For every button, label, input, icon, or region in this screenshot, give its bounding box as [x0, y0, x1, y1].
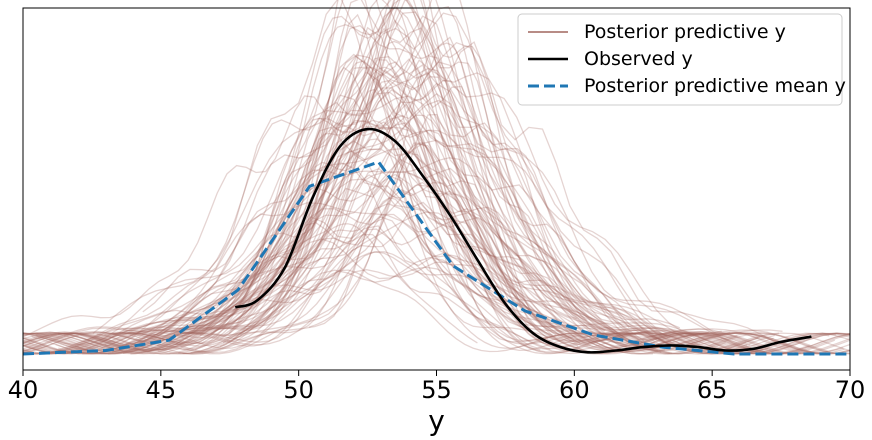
plot-area: [22, 0, 851, 371]
posterior-predictive-line: [22, 26, 851, 355]
posterior-predictive-line: [22, 261, 711, 354]
posterior-predictive-line: [22, 11, 783, 350]
posterior-predictive-line: [22, 95, 851, 355]
posterior-predictive-line: [180, 114, 624, 352]
posterior-predictive-line: [210, 197, 581, 344]
x-tick-label: 50: [283, 376, 314, 404]
posterior-predictive-line: [227, 61, 668, 355]
posterior-predictive-line: [58, 68, 784, 355]
posterior-predictive-line: [156, 113, 699, 355]
posterior-predictive-line: [142, 114, 851, 355]
posterior-predictive-line: [107, 152, 708, 355]
posterior-predictive-line: [22, 101, 780, 352]
posterior-predictive-line: [96, 157, 669, 351]
posterior-predictive-line: [22, 167, 671, 355]
posterior-predictive-line: [82, 171, 655, 355]
posterior-predictive-line: [22, 238, 713, 355]
legend: Posterior predictive y Observed y Poster…: [517, 13, 846, 106]
x-tick-label: 55: [421, 376, 452, 404]
posterior-predictive-line: [129, 60, 598, 355]
posterior-predictive-line: [22, 221, 590, 355]
posterior-predictive-line: [133, 13, 672, 355]
posterior-predictive-line: [43, 213, 769, 355]
posterior-predictive-line: [22, 55, 577, 352]
posterior-predictive-line: [58, 269, 557, 353]
legend-pp-label: Posterior predictive y: [584, 21, 786, 43]
x-tick-label: 65: [697, 376, 728, 404]
posterior-predictive-line: [190, 228, 698, 354]
x-axis-label: y: [428, 404, 445, 437]
posterior-predictive-line: [232, 7, 541, 351]
posterior-predictive-line: [104, 24, 695, 355]
posterior-predictive-line: [123, 211, 851, 355]
posterior-predictive-line: [42, 66, 575, 355]
posterior-predictive-line: [22, 153, 851, 355]
observed-line: [234, 127, 812, 354]
legend-mean-label: Posterior predictive mean y: [584, 75, 846, 97]
posterior-predictive-line: [22, 72, 606, 338]
x-axis: 40 45 50 55 60 65 70: [8, 370, 866, 404]
posterior-predictive-line: [22, 185, 753, 354]
posterior-predictive-line: [112, 79, 575, 353]
posterior-predictive-line: [22, 12, 765, 355]
posterior-predictive-line: [22, 173, 851, 355]
posterior-predictive-line: [22, 81, 758, 354]
posterior-predictive-line: [219, 88, 551, 350]
posterior-predictive-line: [308, 143, 553, 336]
posterior-predictive-line: [176, 66, 735, 350]
posterior-predictive-line: [293, 40, 581, 349]
posterior-predictive-line: [22, 27, 681, 354]
posterior-predictive-line: [130, 0, 659, 355]
posterior-predictive-lines: [22, 0, 851, 355]
legend-observed-label: Observed y: [584, 48, 693, 70]
posterior-predictive-line: [22, 158, 731, 349]
posterior-predictive-line: [22, 63, 851, 355]
posterior-predictive-line: [22, 178, 726, 355]
x-tick-label: 40: [8, 376, 39, 404]
posterior-predictive-line: [22, 126, 710, 353]
posterior-predictive-line: [22, 103, 845, 355]
legend-box: [517, 13, 843, 106]
x-tick-label: 45: [146, 376, 177, 404]
x-tick-label: 70: [835, 376, 866, 404]
posterior-predictive-line: [22, 71, 662, 354]
posterior-predictive-line: [22, 61, 736, 355]
posterior-predictive-line: [22, 202, 836, 355]
posterior-predictive-line: [180, 142, 764, 355]
posterior-predictive-line: [22, 0, 851, 355]
posterior-predictive-line: [92, 27, 851, 355]
posterior-predictive-line: [22, 94, 851, 355]
posterior-predictive-line: [104, 0, 587, 346]
posterior-predictive-line: [22, 15, 851, 355]
posterior-predictive-line: [64, 89, 851, 355]
x-tick-label: 60: [559, 376, 590, 404]
posterior-predictive-line: [35, 41, 851, 355]
posterior-predictive-line: [179, 0, 810, 355]
posterior-predictive-line: [80, 202, 851, 355]
posterior-predictive-line: [57, 0, 645, 351]
posterior-predictive-line: [181, 170, 627, 352]
posterior-predictive-line: [101, 117, 554, 349]
posterior-predictive-line: [194, 0, 760, 354]
posterior-predictive-line: [22, 91, 734, 355]
posterior-predictive-line: [22, 189, 692, 354]
posterior-predictive-line: [22, 0, 579, 355]
posterior-predictive-line: [130, 126, 653, 355]
posterior-predictive-line: [41, 216, 851, 355]
posterior-predictive-line: [199, 223, 478, 344]
posterior-predictive-line: [22, 201, 639, 351]
posterior-predictive-line: [182, 54, 751, 355]
posterior-predictive-line: [22, 150, 831, 355]
posterior-predictive-line: [142, 59, 666, 355]
posterior-predictive-line: [228, 0, 672, 342]
posterior-predictive-line: [138, 0, 775, 355]
posterior-predictive-line: [125, 129, 647, 355]
posterior-predictive-line: [222, 251, 709, 354]
posterior-predictive-line: [221, 138, 627, 349]
posterior-predictive-line: [22, 6, 722, 352]
posterior-predictive-mean-line: [22, 160, 850, 356]
